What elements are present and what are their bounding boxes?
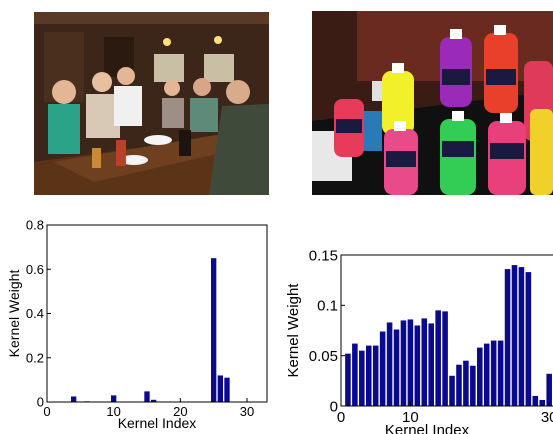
bar-17: [456, 364, 462, 406]
bar-6: [379, 331, 386, 406]
plot-frame: [340, 254, 553, 407]
y-axis-label: Kernel Weight: [6, 270, 22, 358]
colored-bottles-photo: [312, 11, 553, 195]
bar-26: [518, 267, 525, 406]
y-tick-label: 0: [37, 395, 44, 410]
bar-12: [421, 318, 428, 406]
y-tick-label: 0.05: [309, 348, 338, 365]
bar-4: [365, 345, 372, 406]
bar-14: [435, 310, 441, 406]
x-tick-label: 30: [240, 404, 254, 419]
bar-27: [525, 272, 532, 406]
y-tick-label: 0.6: [26, 262, 44, 277]
x-tick-label: 30: [541, 409, 553, 426]
y-axis-label: Kernel Weight: [285, 283, 302, 378]
x-tick-label: 20: [173, 404, 187, 419]
bar-series: [345, 265, 552, 406]
bar-30: [546, 373, 552, 406]
bar-8: [393, 329, 400, 406]
bar-29: [539, 399, 546, 406]
bar-7: [386, 322, 393, 406]
bar-25: [211, 258, 217, 402]
bar-15: [144, 391, 150, 402]
y-tick-label: 0.8: [26, 218, 44, 233]
bar-28: [532, 395, 539, 406]
restaurant-group-photo: [34, 12, 269, 195]
bar-22: [490, 340, 497, 406]
bar-25: [511, 265, 518, 406]
bar-24: [504, 269, 511, 406]
bar-2: [352, 343, 358, 406]
x-axis-label: Kernel Index: [385, 422, 470, 434]
y-tick-label: 0.15: [309, 247, 338, 264]
bar-5: [372, 345, 379, 406]
x-tick-label: 10: [402, 409, 419, 426]
bar-15: [442, 311, 448, 406]
y-tick-label: 0.1: [317, 298, 338, 315]
x-axis-label: Kernel Index: [118, 415, 197, 431]
bar-4: [71, 396, 77, 402]
bar-16: [151, 399, 157, 402]
bar-20: [477, 347, 483, 406]
colored-bottles-photo-art: [312, 11, 553, 195]
bar-18: [463, 360, 469, 406]
bar-1: [345, 353, 351, 406]
y-tick-label: 0.4: [26, 306, 44, 321]
bar-16: [449, 375, 455, 406]
bar-10: [407, 319, 414, 406]
bar-27: [224, 377, 230, 402]
bar-9: [400, 320, 407, 406]
axes: 0 0.05 0.1 0.15 0 10 30 Kernel Index Kernel Weig…: [285, 247, 553, 434]
x-tick-label: 0: [337, 409, 345, 426]
axes: 0 0.2 0.4 0.6 0.8 0 10 20 30 Kernel Index Kernel W…: [6, 218, 268, 431]
x-tick-label: 10: [106, 404, 120, 419]
bar-3: [359, 350, 365, 406]
bar-13: [428, 323, 434, 406]
x-tick-label: 0: [43, 404, 50, 419]
y-tick-label: 0: [330, 398, 338, 415]
bar-11: [414, 325, 421, 406]
bar-26: [217, 375, 223, 402]
y-tick-label: 0.2: [26, 350, 44, 365]
bar-21: [483, 343, 490, 406]
restaurant-group-photo-art: [34, 12, 269, 195]
bar-23: [497, 340, 504, 406]
bar-19: [470, 365, 476, 406]
